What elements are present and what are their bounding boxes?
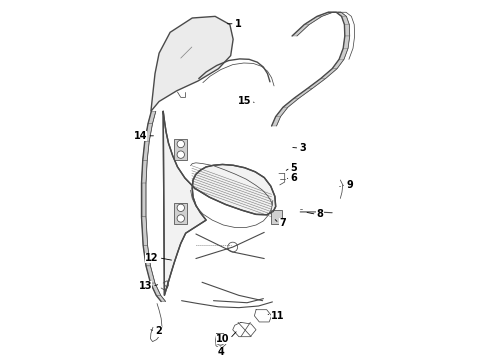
Polygon shape [344, 24, 350, 36]
Text: 8: 8 [317, 210, 323, 219]
Text: 4: 4 [218, 347, 224, 357]
Polygon shape [339, 48, 348, 59]
Polygon shape [146, 266, 155, 283]
Bar [271, 210, 282, 224]
Text: 11: 11 [271, 311, 284, 321]
Polygon shape [343, 36, 350, 48]
Polygon shape [317, 12, 333, 16]
Text: 5: 5 [291, 163, 297, 173]
Polygon shape [142, 217, 147, 246]
Circle shape [177, 215, 184, 222]
Polygon shape [145, 123, 152, 141]
Text: 10: 10 [217, 334, 230, 344]
Polygon shape [142, 160, 147, 183]
Circle shape [177, 204, 184, 211]
Text: 13: 13 [139, 282, 152, 291]
Polygon shape [148, 111, 156, 123]
Text: 15: 15 [238, 96, 251, 105]
Text: 3: 3 [299, 143, 306, 153]
Circle shape [228, 242, 238, 252]
Polygon shape [276, 107, 288, 117]
Polygon shape [336, 12, 346, 16]
Circle shape [177, 151, 184, 158]
Text: 14: 14 [134, 131, 147, 141]
Polygon shape [156, 295, 166, 301]
Polygon shape [294, 88, 313, 98]
Polygon shape [308, 78, 325, 88]
Polygon shape [292, 24, 309, 36]
Polygon shape [143, 246, 150, 266]
Polygon shape [304, 16, 322, 24]
Polygon shape [332, 59, 344, 69]
Polygon shape [320, 69, 337, 78]
Text: 7: 7 [279, 219, 286, 228]
Polygon shape [271, 117, 281, 126]
Text: 1: 1 [235, 19, 242, 29]
Circle shape [217, 337, 224, 345]
Polygon shape [143, 141, 149, 160]
Polygon shape [283, 98, 299, 107]
Text: 2: 2 [155, 327, 162, 336]
Text: 9: 9 [346, 180, 353, 190]
Polygon shape [142, 183, 146, 217]
Bar [174, 139, 187, 160]
Polygon shape [163, 111, 276, 295]
Bar [174, 203, 187, 224]
Polygon shape [342, 16, 349, 24]
Polygon shape [150, 283, 161, 295]
Text: 12: 12 [145, 253, 159, 263]
Circle shape [177, 140, 184, 148]
Text: 6: 6 [291, 172, 297, 183]
Polygon shape [151, 16, 233, 111]
